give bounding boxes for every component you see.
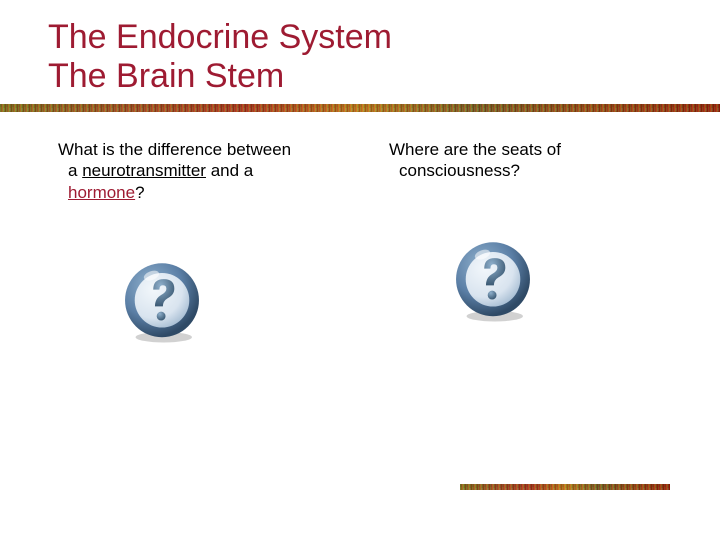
slide-title-block: The Endocrine System The Brain Stem (0, 0, 720, 96)
content-row: What is the difference between a neurotr… (0, 117, 720, 346)
q1-term1: neurotransmitter (82, 161, 206, 180)
question-right: Where are the seats of consciousness? (389, 139, 649, 182)
q1-suffix: ? (135, 183, 144, 202)
divider-main (0, 104, 720, 112)
question-mark-icon (118, 258, 206, 346)
question-mark-icon (449, 237, 537, 325)
q2-line1: Where are the seats of (389, 140, 561, 159)
q1-b: and a (206, 161, 253, 180)
title-line-1: The Endocrine System (48, 18, 720, 57)
q2-line2: consciousness? (389, 160, 649, 181)
icon-wrap-right (389, 237, 680, 325)
q1-prefix: What is the difference between (58, 140, 291, 159)
divider-small (460, 484, 670, 490)
title-line-2: The Brain Stem (48, 57, 720, 96)
icon-wrap-left (58, 258, 349, 346)
q1-a: a (68, 161, 82, 180)
column-left: What is the difference between a neurotr… (58, 139, 349, 346)
q1-term2: hormone (68, 183, 135, 202)
question-left: What is the difference between a neurotr… (58, 139, 318, 203)
column-right: Where are the seats of consciousness? (389, 139, 680, 346)
